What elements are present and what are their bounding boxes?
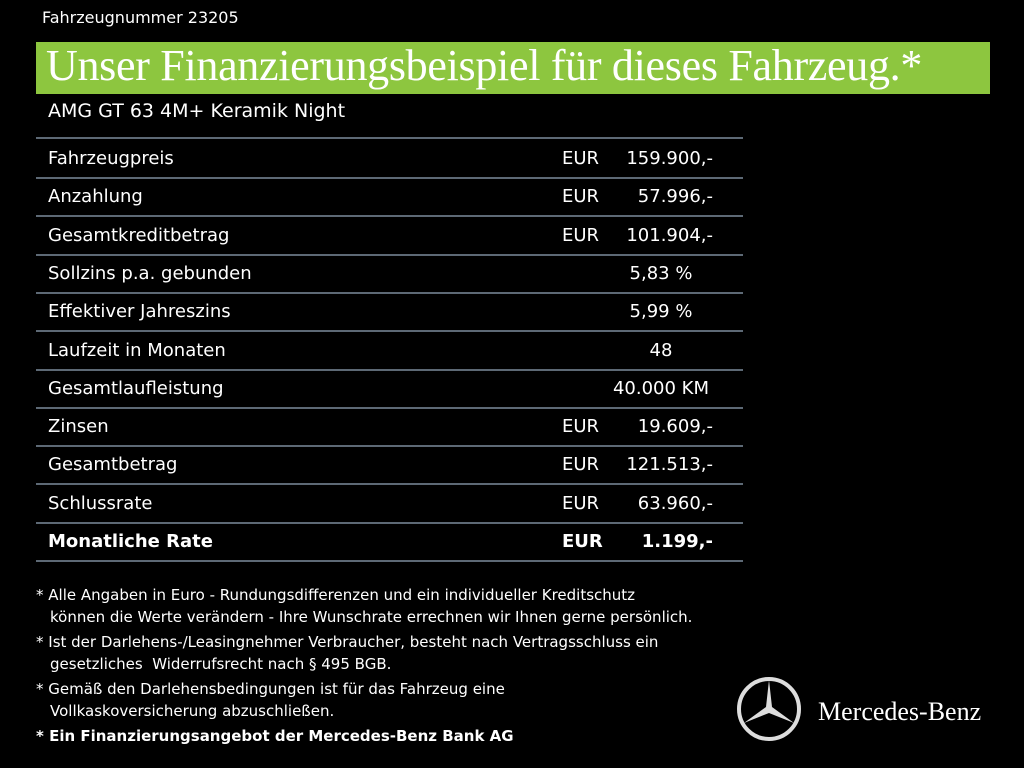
table-row: Monatliche Rate EUR 1.199,-: [36, 522, 743, 562]
row-label: Gesamtbetrag: [48, 454, 178, 476]
model: AMG GT 63 4M+ Keramik Night: [48, 100, 346, 122]
row-label: Gesamtkreditbetrag: [48, 224, 230, 246]
footnote-line: * Ist der Darlehens-/Leasingnehmer Verbr…: [36, 633, 659, 651]
row-currency: EUR: [562, 492, 600, 514]
row-value: 5,83 %: [629, 262, 693, 284]
row-value: 159.900,-: [626, 148, 713, 169]
footnote-line: * Gemäß den Darlehensbedingungen ist für…: [36, 680, 505, 698]
row-value: 101.904,-: [626, 224, 713, 246]
row-currency: EUR: [562, 416, 600, 438]
row-value: 121.513,-: [626, 454, 713, 476]
row-label: Monatliche Rate: [48, 531, 213, 552]
table-row: Effektiver Jahreszins 5,99 %: [36, 292, 743, 333]
row-label: Laufzeit in Monaten: [48, 339, 226, 361]
row-label: Anzahlung: [48, 186, 143, 208]
row-value: 5,99 %: [629, 301, 693, 323]
row-label: Schlussrate: [48, 492, 153, 514]
footnote-line: gesetzliches Widerrufsrecht nach § 495 B…: [50, 655, 392, 673]
table-row: Fahrzeugpreis EUR 159.900,-: [36, 139, 743, 179]
row-value: 19.609,-: [637, 416, 713, 438]
row-value: 40.000 KM: [612, 377, 710, 399]
footnote-line: können die Werte verändern - Ihre Wunsch…: [50, 608, 693, 626]
footnote-line: * Alle Angaben in Euro - Rundungsdiffere…: [36, 586, 636, 604]
logo: [737, 677, 801, 741]
title: Unser Finanzierungsbeispiel für dieses F…: [46, 41, 923, 90]
table-row: Gesamtlaufleistung 40.000 KM: [36, 369, 743, 409]
row-value: 1.199,-: [641, 531, 713, 552]
title-bar: [36, 42, 990, 94]
row-value: 48: [649, 339, 673, 361]
brand: Mercedes-Benz: [818, 697, 982, 726]
row-label: Sollzins p.a. gebunden: [48, 262, 252, 284]
row-currency: EUR: [562, 454, 600, 476]
row-label: Effektiver Jahreszins: [48, 301, 231, 323]
row-currency: EUR: [562, 224, 600, 246]
row-value: 57.996,-: [637, 186, 713, 208]
row-currency: EUR: [562, 186, 600, 208]
table-row: Sollzins p.a. gebunden 5,83 %: [36, 254, 743, 294]
row-label: Fahrzeugpreis: [48, 148, 174, 169]
row-value: 63.960,-: [637, 492, 713, 514]
table-row: Zinsen EUR 19.609,-: [36, 407, 743, 448]
table-rule: [36, 137, 743, 139]
table-row: Gesamtbetrag EUR 121.513,-: [36, 445, 743, 486]
table-row: Laufzeit in Monaten 48: [36, 331, 743, 371]
footnote-line: * Ein Finanzierungsangebot der Mercedes-…: [36, 727, 514, 745]
row-label: Zinsen: [48, 416, 109, 438]
row-currency: EUR: [562, 531, 603, 552]
row-currency: EUR: [562, 148, 600, 169]
table-row: Anzahlung EUR 57.996,-: [36, 177, 743, 218]
row-label: Gesamtlaufleistung: [48, 377, 224, 399]
vehicle-number: Fahrzeugnummer 23205: [42, 8, 239, 27]
table-row: Gesamtkreditbetrag EUR 101.904,-: [36, 216, 743, 256]
table-row: Schlussrate EUR 63.960,-: [36, 484, 743, 524]
footnote-line: Vollkaskoversicherung abzuschließen.: [50, 702, 335, 720]
